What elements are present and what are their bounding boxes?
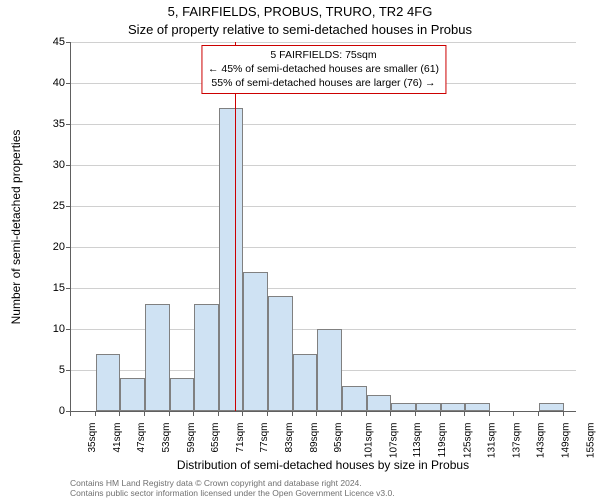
xtick-mark — [95, 411, 96, 416]
gridline — [71, 247, 576, 248]
xtick-label: 53sqm — [161, 423, 172, 453]
xtick-mark — [144, 411, 145, 416]
histogram-bar — [96, 354, 121, 411]
xtick-label: 149sqm — [561, 423, 572, 459]
gridline — [71, 124, 576, 125]
xtick-label: 35sqm — [87, 423, 98, 453]
xtick-mark — [242, 411, 243, 416]
histogram-bar — [145, 304, 170, 411]
xtick-label: 119sqm — [437, 423, 448, 458]
histogram-bar — [391, 403, 416, 411]
xtick-label: 131sqm — [487, 423, 498, 459]
ytick-label: 15 — [40, 282, 65, 294]
ytick-label: 40 — [40, 77, 65, 89]
xtick-label: 77sqm — [259, 423, 270, 453]
xtick-label: 71sqm — [235, 423, 246, 453]
xtick-label: 41sqm — [112, 423, 123, 453]
histogram-bar — [367, 395, 392, 411]
xtick-label: 113sqm — [412, 423, 423, 458]
xtick-label: 89sqm — [309, 423, 320, 453]
info-line-1: 5 FAIRFIELDS: 75sqm — [208, 48, 439, 62]
chart-container: 5, FAIRFIELDS, PROBUS, TRURO, TR2 4FG Si… — [0, 0, 600, 500]
ytick-label: 25 — [40, 200, 65, 212]
xtick-label: 143sqm — [536, 423, 547, 459]
footnote: Contains HM Land Registry data © Crown c… — [70, 478, 576, 498]
histogram-bar — [120, 378, 145, 411]
histogram-bar — [441, 403, 466, 411]
histogram-bar — [539, 403, 564, 411]
ytick-label: 10 — [40, 323, 65, 335]
histogram-bar — [416, 403, 441, 411]
info-line-2: ← 45% of semi-detached houses are smalle… — [208, 62, 439, 76]
histogram-bar — [465, 403, 490, 411]
histogram-bar — [293, 354, 318, 411]
ytick-label: 5 — [40, 364, 65, 376]
histogram-bar — [170, 378, 195, 411]
xtick-mark — [415, 411, 416, 416]
xtick-label: 107sqm — [388, 423, 399, 459]
xtick-mark — [267, 411, 268, 416]
xtick-label: 59sqm — [186, 423, 197, 453]
xtick-mark — [218, 411, 219, 416]
xtick-mark — [292, 411, 293, 416]
xtick-mark — [563, 411, 564, 416]
xtick-mark — [169, 411, 170, 416]
xtick-mark — [464, 411, 465, 416]
xtick-mark — [341, 411, 342, 416]
xtick-mark — [538, 411, 539, 416]
y-axis-label: Number of semi-detached properties — [9, 130, 23, 325]
gridline — [71, 165, 576, 166]
xtick-mark — [390, 411, 391, 416]
gridline — [71, 42, 576, 43]
xtick-label: 125sqm — [462, 423, 473, 459]
xtick-mark — [513, 411, 514, 416]
xtick-mark — [193, 411, 194, 416]
chart-title: 5, FAIRFIELDS, PROBUS, TRURO, TR2 4FG — [0, 4, 600, 19]
ytick-label: 45 — [40, 36, 65, 48]
xtick-label: 95sqm — [333, 423, 344, 453]
histogram-bar — [342, 386, 367, 411]
indicator-info-box: 5 FAIRFIELDS: 75sqm ← 45% of semi-detach… — [201, 45, 446, 94]
plot-area: 5 FAIRFIELDS: 75sqm ← 45% of semi-detach… — [70, 42, 576, 412]
ytick-label: 0 — [40, 405, 65, 417]
ytick-label: 35 — [40, 118, 65, 130]
xtick-label: 65sqm — [210, 423, 221, 453]
xtick-label: 155sqm — [585, 423, 596, 459]
xtick-mark — [440, 411, 441, 416]
chart-subtitle: Size of property relative to semi-detach… — [0, 22, 600, 37]
histogram-bar — [219, 108, 244, 411]
histogram-bar — [194, 304, 219, 411]
xtick-mark — [316, 411, 317, 416]
footnote-line-1: Contains HM Land Registry data © Crown c… — [70, 478, 576, 488]
ytick-label: 20 — [40, 241, 65, 253]
indicator-line — [235, 42, 236, 411]
info-line-3: 55% of semi-detached houses are larger (… — [208, 76, 439, 90]
ytick-label: 30 — [40, 159, 65, 171]
xtick-label: 83sqm — [284, 423, 295, 453]
xtick-label: 101sqm — [364, 423, 375, 459]
gridline — [71, 206, 576, 207]
gridline — [71, 288, 576, 289]
xtick-label: 137sqm — [511, 423, 522, 459]
xtick-mark — [119, 411, 120, 416]
xtick-mark — [366, 411, 367, 416]
xtick-mark — [489, 411, 490, 416]
xtick-mark — [70, 411, 71, 416]
histogram-bar — [317, 329, 342, 411]
xtick-label: 47sqm — [136, 423, 147, 453]
footnote-line-2: Contains public sector information licen… — [70, 488, 576, 498]
y-axis-label-wrap: Number of semi-detached properties — [6, 42, 26, 412]
histogram-bar — [268, 296, 293, 411]
histogram-bar — [243, 272, 268, 411]
x-axis-label: Distribution of semi-detached houses by … — [70, 458, 576, 472]
